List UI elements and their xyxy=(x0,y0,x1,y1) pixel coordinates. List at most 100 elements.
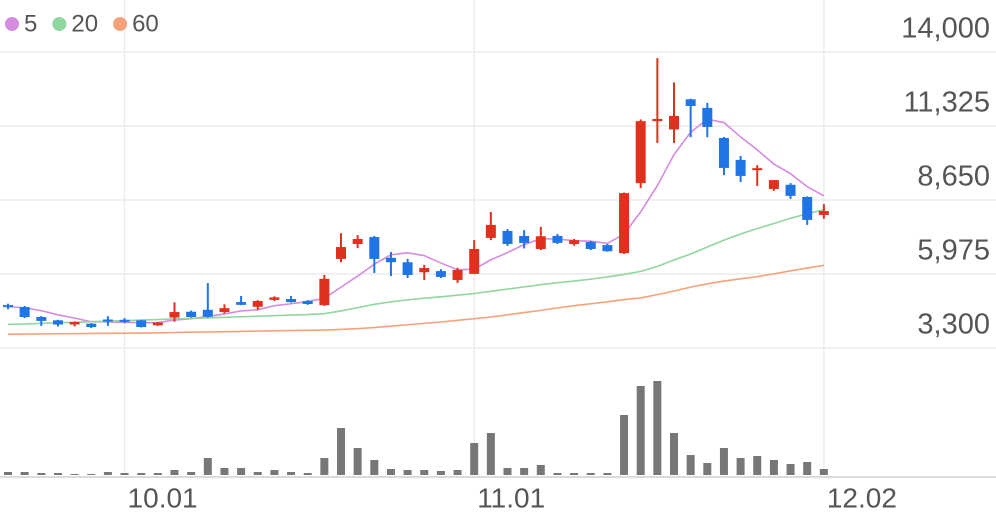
legend-label: 60 xyxy=(132,10,159,37)
volume-bar xyxy=(87,474,96,475)
candle-body xyxy=(469,248,480,274)
volume-bar xyxy=(736,458,745,475)
volume-bar xyxy=(37,473,46,475)
candle-body xyxy=(452,269,463,280)
volume-bar xyxy=(403,470,412,475)
y-tick-label: 14,000 xyxy=(901,13,990,45)
volume-bar xyxy=(753,456,762,475)
candle-body xyxy=(86,323,97,327)
volume-bar xyxy=(303,473,312,475)
volume-bar xyxy=(486,433,495,475)
legend-marker xyxy=(113,17,128,31)
volume-bar xyxy=(220,468,229,475)
volume-bar xyxy=(287,472,296,475)
volume-bar xyxy=(503,468,512,475)
candle-body xyxy=(19,307,30,318)
candle-body xyxy=(419,268,430,273)
volume-bar xyxy=(170,470,179,475)
candle-body xyxy=(552,235,563,243)
candle-body xyxy=(302,300,313,305)
volume-bar xyxy=(803,462,812,475)
volume-bar xyxy=(270,470,279,475)
candle-body xyxy=(236,302,247,305)
volume-bar xyxy=(819,469,828,475)
volume-bar xyxy=(4,472,12,475)
volume-bar xyxy=(769,460,778,475)
candle-body xyxy=(735,159,746,176)
y-tick-label: 5,975 xyxy=(917,235,990,267)
candle-body xyxy=(519,235,530,243)
ma-line xyxy=(7,208,825,326)
volume-bar xyxy=(120,473,129,475)
volume-bar xyxy=(70,474,79,475)
volume-bar xyxy=(253,472,262,475)
candle-body xyxy=(685,99,696,106)
candle-body xyxy=(186,311,197,318)
volume-bar xyxy=(586,473,595,475)
volume-bar xyxy=(103,472,112,475)
volume-bar xyxy=(237,468,246,475)
volume-bar xyxy=(20,472,29,475)
volume-bar xyxy=(719,448,728,475)
volume-bar xyxy=(703,463,712,475)
candle-body xyxy=(435,271,446,277)
candle-body xyxy=(336,247,346,259)
candle-body xyxy=(768,180,779,189)
candle-body xyxy=(402,262,413,275)
volume-bar xyxy=(670,433,678,475)
volume-bar xyxy=(320,458,329,475)
volume-bar xyxy=(337,428,345,475)
candle-body xyxy=(619,193,630,254)
candle-body xyxy=(669,115,679,130)
candle-body xyxy=(119,319,130,322)
candle-body xyxy=(385,257,396,263)
candle-body xyxy=(702,107,713,127)
candle-body xyxy=(36,317,47,321)
candle-body xyxy=(502,230,513,244)
candle-body xyxy=(752,168,763,171)
volume-bar xyxy=(370,460,379,475)
volume-bar xyxy=(620,415,629,475)
candle-body xyxy=(3,305,13,308)
candle-body xyxy=(319,278,330,306)
candle-body xyxy=(219,308,230,313)
candle-body xyxy=(602,245,613,252)
candle-body xyxy=(569,240,580,244)
volume-bar xyxy=(153,473,162,475)
candle-body xyxy=(136,320,147,327)
x-tick-label: 12.02 xyxy=(827,482,897,513)
candle-body xyxy=(169,312,180,318)
legend-label: 20 xyxy=(71,10,98,37)
x-tick-label: 10.01 xyxy=(128,482,198,513)
candle-body xyxy=(535,236,546,249)
candle-body xyxy=(802,196,813,220)
candle-body xyxy=(286,299,297,303)
volume-bar xyxy=(353,448,362,475)
volume-bar xyxy=(470,443,479,475)
volume-bar xyxy=(453,470,462,475)
volume-bar xyxy=(420,470,429,475)
volume-bar xyxy=(603,473,612,475)
candle-body xyxy=(585,242,596,249)
volume-bar xyxy=(520,468,529,475)
volume-bar xyxy=(536,465,545,475)
y-tick-label: 3,300 xyxy=(917,309,990,341)
volume-bar xyxy=(436,471,445,475)
ma-line xyxy=(7,264,824,335)
volume-bar xyxy=(653,381,662,475)
volume-bar xyxy=(137,473,146,475)
y-tick-label: 11,325 xyxy=(903,87,990,119)
ma-line xyxy=(7,118,825,324)
x-tick-label: 11.01 xyxy=(477,482,545,513)
volume-bar xyxy=(203,458,212,475)
volume-bar xyxy=(636,386,645,475)
volume-bar xyxy=(570,473,579,475)
volume-bar xyxy=(187,472,196,475)
y-tick-label: 8,650 xyxy=(917,161,990,193)
volume-bar xyxy=(53,473,62,475)
candle-body xyxy=(718,138,729,168)
candle-body xyxy=(152,322,163,326)
volume-bar xyxy=(786,464,795,475)
volume-bar xyxy=(386,469,395,475)
